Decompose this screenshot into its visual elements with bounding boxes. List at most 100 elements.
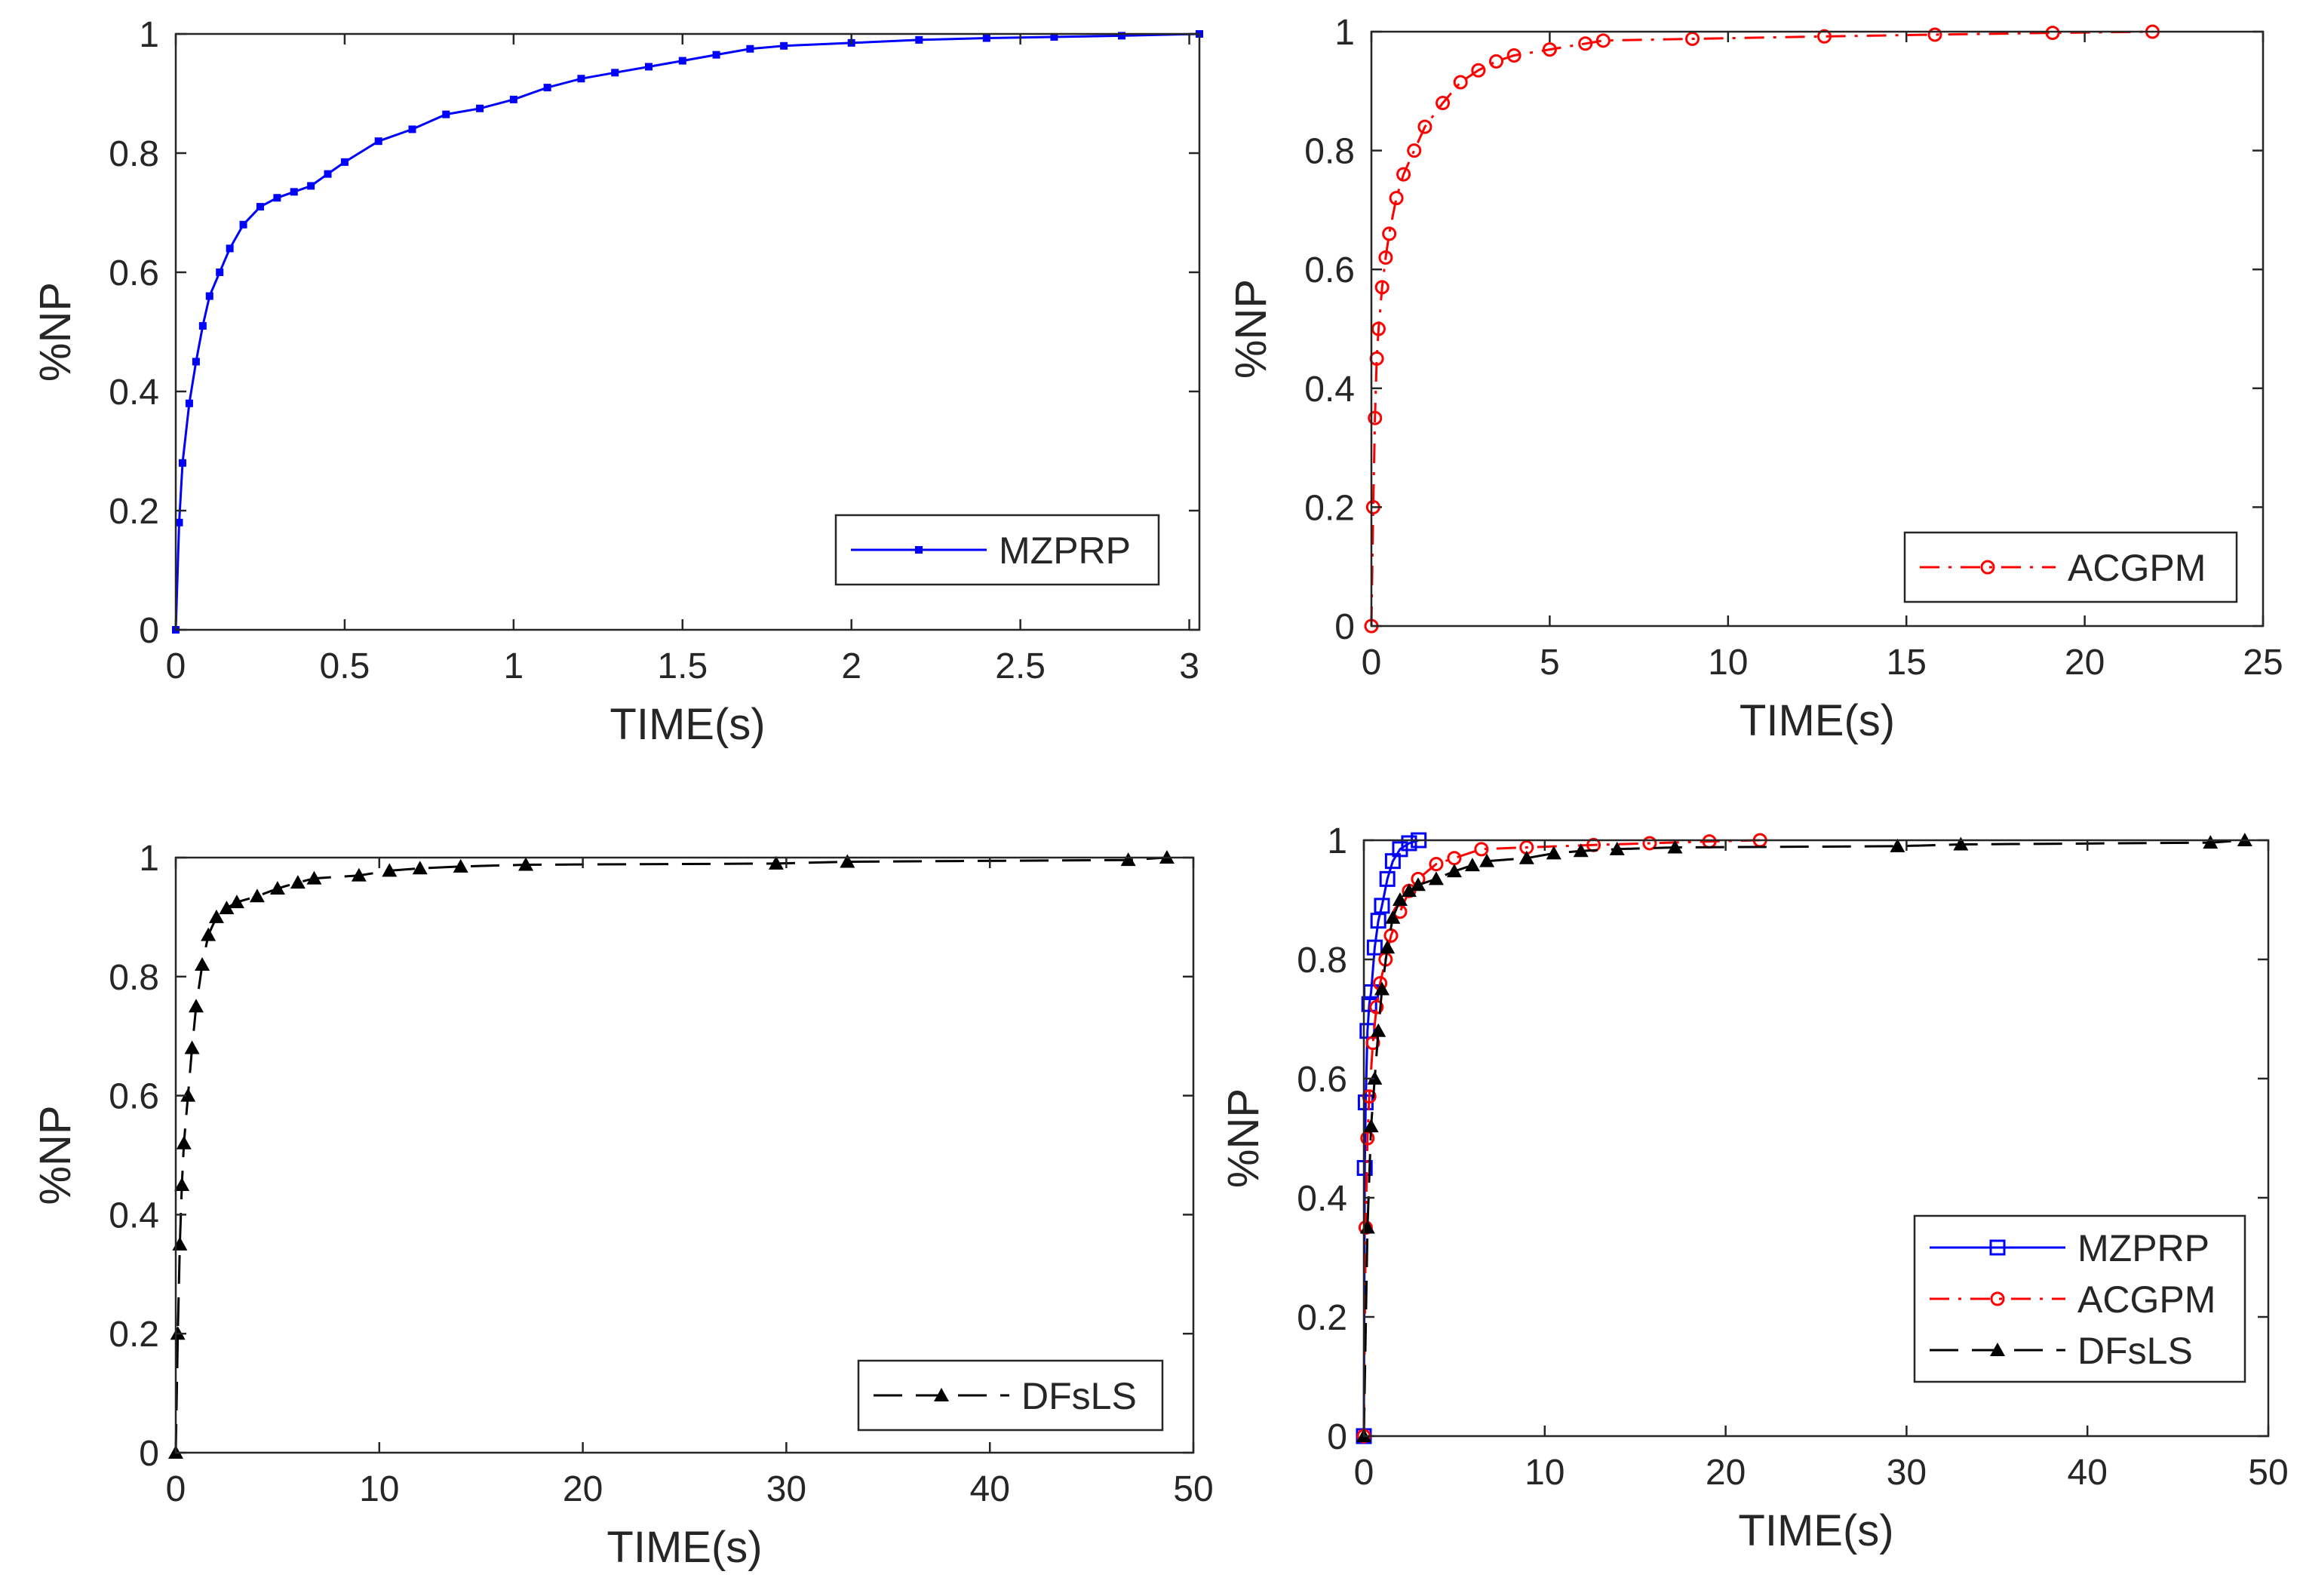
y-tick-label: 0.4 (1297, 1179, 1347, 1219)
data-point-dfsls (768, 855, 784, 870)
x-tick-label: 0.5 (320, 646, 370, 686)
y-tick-label: 0.2 (1304, 488, 1355, 528)
data-point-mzprp (226, 244, 234, 253)
data-point-mzprp (476, 104, 484, 112)
x-tick-label: 2 (841, 646, 861, 686)
y-axis-label: %NP (1227, 279, 1276, 379)
y-tick-label: 0 (1327, 1417, 1347, 1457)
y-tick-label: 0.8 (1297, 941, 1347, 981)
x-tick-label: 1 (504, 646, 524, 686)
data-point-mzprp (1374, 898, 1390, 914)
data-point-dfsls (201, 927, 216, 941)
data-point-dfsls (1464, 858, 1480, 872)
data-point-acgpm (2045, 26, 2060, 41)
data-point-mzprp (1370, 913, 1386, 929)
data-point-mzprp (577, 75, 585, 83)
y-tick-label: 0.2 (109, 492, 159, 532)
data-point-acgpm (1371, 321, 1386, 336)
data-point-mzprp (1361, 996, 1377, 1012)
legend: ACGPM (1903, 531, 2238, 603)
data-point-dfsls (229, 895, 244, 909)
y-tick-label: 0.4 (109, 373, 159, 413)
series-line-dfsls (1362, 839, 2245, 1437)
data-point-dfsls (180, 1088, 196, 1102)
data-point-acgpm (1506, 48, 1522, 63)
data-point-mzprp (175, 518, 183, 526)
y-tick-label: 0.6 (109, 1077, 159, 1117)
data-point-acgpm (1488, 54, 1503, 69)
y-tick-label: 0.8 (109, 134, 159, 174)
legend-box (1903, 531, 2238, 603)
y-tick-label: 0.4 (1304, 370, 1355, 410)
legend-box (857, 1359, 1164, 1432)
data-point-dfsls (1573, 843, 1589, 858)
y-tick-label: 0.6 (109, 253, 159, 293)
data-point-dfsls (184, 1040, 200, 1054)
data-point-mzprp (178, 459, 186, 467)
data-point-mzprp (982, 34, 990, 42)
data-point-acgpm (1369, 999, 1384, 1014)
data-point-dfsls (1890, 838, 1905, 852)
data-point-dfsls (306, 870, 322, 885)
data-point-dfsls (382, 863, 398, 877)
chart-panel-3: 0 10 20 30 40 50 0 0.2 0.4 0.6 0.8 1 TIME(s) %NP DFsLS (31, 839, 1214, 1572)
data-point-mzprp (273, 194, 281, 202)
data-point-dfsls (208, 909, 224, 923)
series-line-dfsls (174, 856, 1167, 1453)
chart-panel-1: 0 0.5 1 1.5 2 2.5 3 0 0.2 0.4 0.6 0.8 1 TIME(s) %NP MZP… (31, 15, 1203, 749)
data-point-mzprp (1117, 32, 1125, 40)
data-point-dfsls (219, 901, 235, 915)
y-tick-label: 0 (1334, 607, 1355, 647)
y-tick-label: 0.8 (1304, 132, 1355, 172)
y-tick-label: 0.4 (109, 1195, 159, 1235)
axes-box (1362, 839, 2270, 1438)
data-point-dfsls (1367, 1071, 1383, 1085)
y-tick-label: 0 (139, 1434, 159, 1474)
series-dfsls (1356, 833, 2252, 1442)
legend-marker-mzprp (915, 546, 923, 554)
series-dfsls (168, 850, 1175, 1459)
data-point-mzprp (678, 57, 686, 65)
data-point-dfsls (1609, 841, 1625, 855)
x-tick-label: 0 (166, 646, 186, 686)
data-point-dfsls (453, 858, 468, 873)
y-tick-label: 0.2 (109, 1315, 159, 1355)
chart-panel-2: 0 5 10 15 20 25 0 0.2 0.4 0.6 0.8 1 TIME(s) %NP ACGPM (1227, 13, 2283, 745)
x-tick-label: 0 (166, 1469, 186, 1509)
data-point-acgpm (1378, 250, 1393, 265)
data-point-dfsls (290, 875, 306, 889)
data-point-dfsls (840, 854, 855, 868)
data-point-acgpm (1471, 63, 1486, 78)
x-tick-label: 50 (2248, 1453, 2288, 1493)
data-point-acgpm (1389, 191, 1404, 206)
data-point-dfsls (249, 889, 265, 903)
data-point-mzprp (1401, 835, 1417, 852)
data-point-mzprp (192, 358, 200, 366)
data-point-mzprp (324, 170, 332, 178)
data-point-mzprp (1379, 870, 1396, 887)
x-tick-label: 0 (1362, 643, 1382, 683)
data-point-acgpm (1407, 143, 1422, 158)
data-point-dfsls (351, 867, 367, 882)
data-point-mzprp (1050, 32, 1058, 41)
x-tick-label: 3 (1179, 646, 1199, 686)
x-tick-label: 2.5 (995, 646, 1046, 686)
legend: MZPRP (834, 514, 1160, 586)
x-tick-label: 1.5 (657, 646, 708, 686)
data-point-acgpm (1927, 27, 1942, 42)
data-point-acgpm (1816, 29, 1832, 44)
data-point-mzprp (780, 41, 788, 50)
y-tick-label: 0.2 (1297, 1298, 1347, 1338)
data-point-mzprp (198, 322, 207, 330)
chart-panel-4: 0 10 20 30 40 50 0 0.2 0.4 0.6 0.8 1 TIME(s) %NP MZPRP… (1219, 821, 2289, 1555)
data-point-mzprp (307, 182, 315, 190)
data-point-mzprp (543, 84, 551, 92)
legend-marker-acgpm (1990, 1291, 2005, 1306)
data-point-dfsls (1392, 892, 1408, 906)
data-point-dfsls (195, 957, 210, 971)
data-point-acgpm (1685, 31, 1700, 46)
x-tick-label: 10 (359, 1469, 399, 1509)
data-point-acgpm (1474, 842, 1489, 857)
data-point-mzprp (205, 292, 213, 300)
data-point-dfsls (518, 857, 534, 871)
